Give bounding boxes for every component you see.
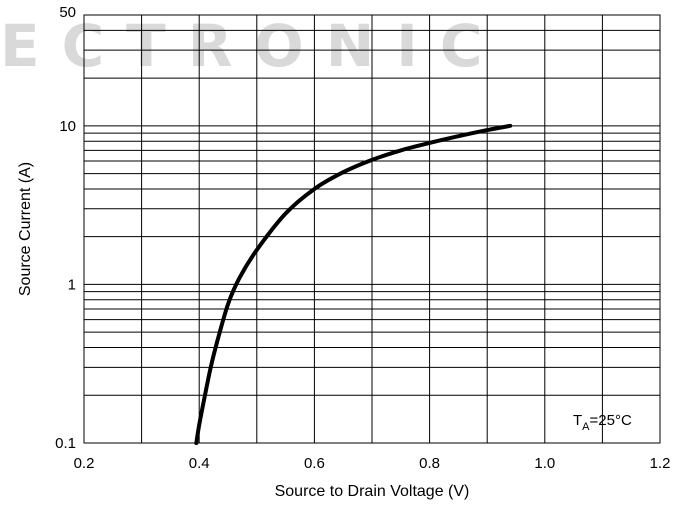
series-curve <box>194 123 513 445</box>
annotation-subscript: A <box>582 421 590 433</box>
annotation-main: T <box>573 412 582 429</box>
y-tick-label: 50 <box>59 4 76 21</box>
y-tick-labels: 0.1 1 10 50 <box>55 4 76 452</box>
x-tick-labels: 0.2 0.4 0.6 0.8 1.0 1.2 <box>74 455 671 472</box>
x-tick-label: 0.2 <box>74 455 95 472</box>
x-tick-label: 0.6 <box>304 455 325 472</box>
plot-frame <box>83 14 661 444</box>
temperature-annotation: TA=25°C <box>573 412 632 433</box>
x-tick-label: 0.8 <box>419 455 440 472</box>
watermark-text: ECTRONIC <box>0 12 504 80</box>
y-tick-label: 0.1 <box>55 435 76 452</box>
x-tick-label: 1.2 <box>650 455 671 472</box>
y-tick-label: 1 <box>68 276 76 293</box>
grid-lines <box>84 14 660 443</box>
y-tick-label: 10 <box>59 118 76 135</box>
y-axis-label: Source Current (A) <box>17 162 34 296</box>
annotation-rest: =25°C <box>590 412 632 429</box>
x-axis-label: Source to Drain Voltage (V) <box>275 483 470 500</box>
x-tick-label: 1.0 <box>534 455 555 472</box>
x-tick-label: 0.4 <box>189 455 210 472</box>
